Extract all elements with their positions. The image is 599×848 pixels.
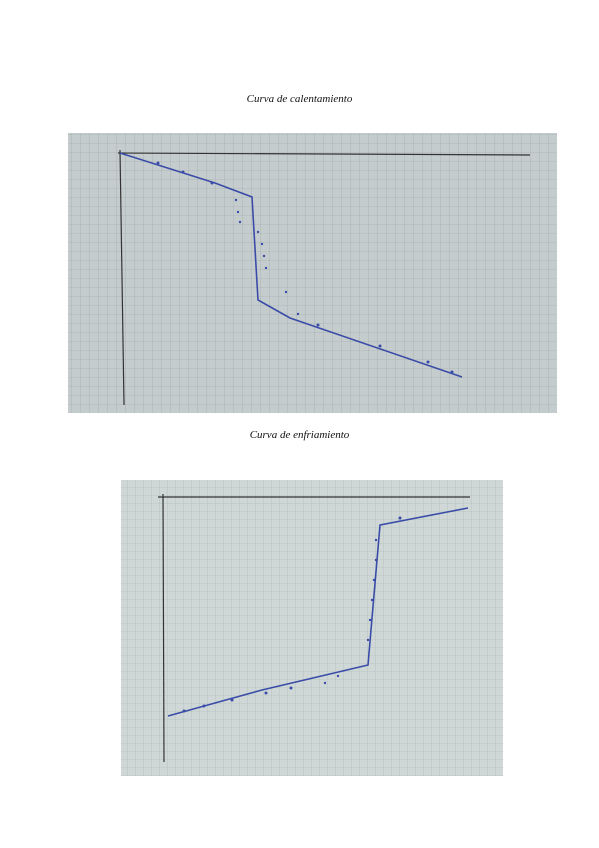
figure-caption: Curva de enfriamiento — [249, 429, 350, 441]
figure-caption: Curva de calentamiento — [246, 93, 353, 105]
heating-photo — [68, 133, 557, 413]
cooling-photo — [121, 480, 503, 776]
